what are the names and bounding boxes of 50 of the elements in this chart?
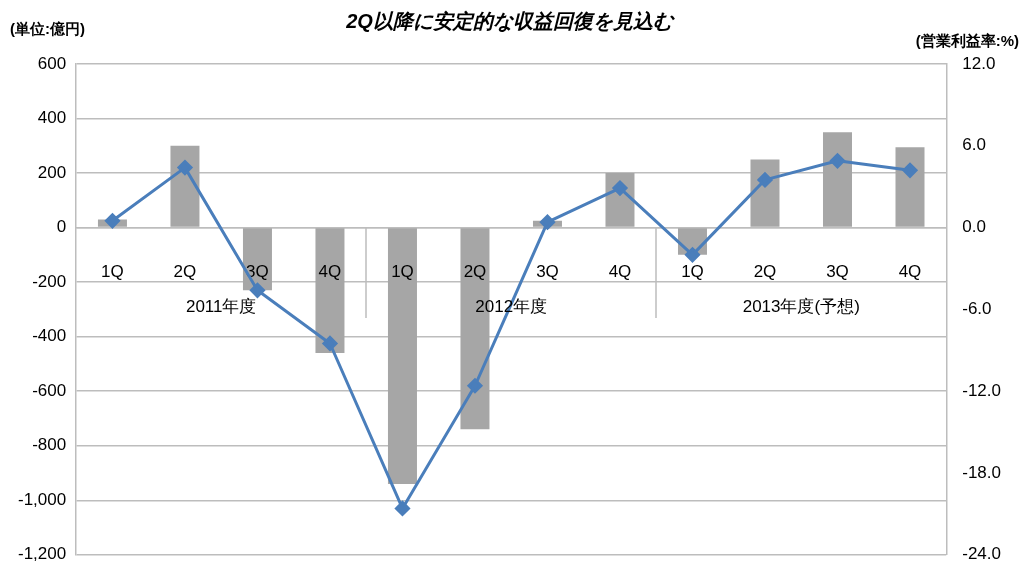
point [684, 247, 700, 263]
y2-axis-title: (営業利益率:%) [915, 31, 1019, 49]
y2-tick-label: -24.0 [962, 544, 1001, 564]
point [830, 153, 845, 169]
annotation: 2013年度(予想) [742, 297, 860, 317]
y-tick-label: 400 [37, 108, 67, 128]
point [539, 214, 555, 230]
chart-title: 2Q以降に安定的な収益回復を見込む [345, 9, 675, 32]
point [322, 335, 338, 351]
x-tick-label: 4Q [898, 262, 922, 282]
x-tick-label: 1Q [391, 262, 414, 282]
x-tick-label: 3Q [536, 262, 559, 282]
point [467, 378, 483, 394]
x-tick-label: 4Q [318, 262, 342, 282]
point [757, 172, 773, 188]
x-tick-label: 2Q [173, 262, 197, 282]
annotation: 2011年度 [185, 297, 257, 317]
y2-tick-label: 6.0 [962, 135, 986, 155]
y-tick-label: -1,000 [18, 489, 67, 509]
point [104, 213, 120, 229]
y-tick-label: -800 [32, 435, 67, 455]
y2-tick-label: -12.0 [962, 380, 1001, 400]
bar [170, 145, 200, 227]
y-tick-label: 600 [37, 53, 67, 73]
y2-tick-label: -18.0 [962, 462, 1001, 482]
bar [895, 147, 925, 227]
y-tick-label: -400 [32, 326, 67, 346]
y-tick-label: 0 [56, 217, 67, 237]
y-tick-label: -200 [32, 271, 67, 291]
x-tick-label: 2Q [463, 262, 487, 282]
y2-tick-label: 0.0 [962, 217, 986, 237]
bar [823, 132, 852, 227]
x-tick-label: 3Q [826, 262, 849, 282]
x-tick-label: 4Q [608, 262, 632, 282]
x-tick-label: 1Q [101, 262, 124, 282]
y-tick-label: -600 [32, 380, 67, 400]
y2-tick-label: -6.0 [962, 299, 992, 319]
y2-tick-label: 12.0 [962, 53, 996, 73]
y-tick-label: -1,200 [18, 544, 67, 564]
y-axis-title: (単位:億円) [10, 19, 85, 37]
x-tick-label: 2Q [753, 262, 777, 282]
bar [315, 228, 345, 354]
point [177, 160, 193, 176]
point [612, 180, 628, 196]
bar [387, 228, 417, 484]
point [394, 500, 410, 516]
point [249, 282, 265, 298]
x-tick-label: 1Q [681, 262, 704, 282]
point [902, 162, 918, 178]
y-tick-label: 200 [37, 162, 67, 182]
